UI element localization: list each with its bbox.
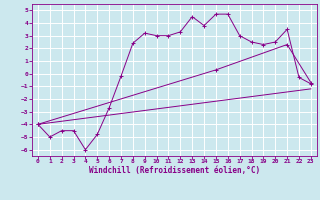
X-axis label: Windchill (Refroidissement éolien,°C): Windchill (Refroidissement éolien,°C) bbox=[89, 166, 260, 175]
